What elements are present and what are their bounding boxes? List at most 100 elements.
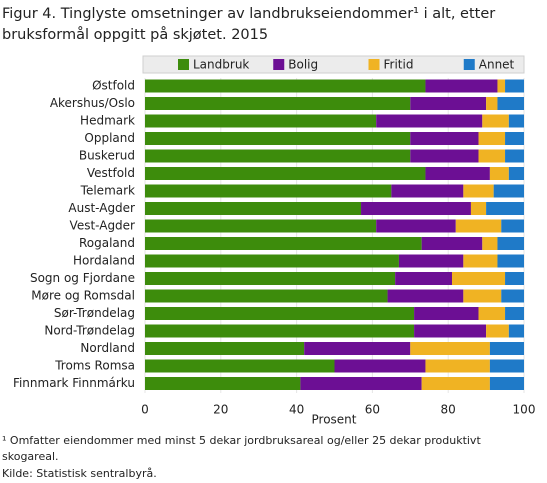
bar-segment	[410, 97, 487, 110]
bar-segment	[334, 359, 426, 373]
bar-segment	[482, 237, 498, 250]
bar-segment	[493, 184, 524, 198]
y-tick-label: Hedmark	[80, 114, 135, 128]
bar-segment	[455, 219, 502, 233]
bar-segment	[425, 79, 498, 93]
bar-segment	[145, 324, 415, 338]
x-tick-label: 20	[213, 403, 228, 417]
bar-segment	[489, 167, 509, 180]
y-tick-label: Buskerud	[79, 149, 135, 163]
bar-segment	[410, 132, 479, 145]
legend-label: Bolig	[288, 58, 318, 72]
footnote: skogareal.	[2, 450, 59, 463]
legend-box	[142, 55, 525, 74]
bar-segment	[478, 149, 506, 163]
bar-segment	[497, 79, 506, 93]
bar-segment	[470, 202, 487, 215]
bar-segment	[145, 359, 335, 373]
bar-segment	[387, 289, 464, 303]
y-tick-label: Oppland	[84, 131, 135, 145]
bar-segment	[482, 114, 509, 128]
y-tick-label: Vestfold	[87, 166, 135, 180]
bar-segment	[497, 237, 524, 250]
bar-segment	[145, 202, 362, 215]
bar-segment	[501, 289, 524, 303]
bar-segment	[478, 132, 506, 145]
bar-segment	[508, 167, 524, 180]
bar-segment	[145, 289, 388, 303]
y-tick-label: Vest-Agder	[70, 219, 136, 233]
bar-segment	[145, 167, 426, 180]
bar-segment	[505, 307, 524, 320]
y-tick-label: Sogn og Fjordane	[30, 271, 135, 285]
x-tick-label: 60	[365, 403, 380, 417]
bar-segment	[497, 254, 524, 268]
bar-segment	[145, 254, 399, 268]
bar-segment	[145, 184, 392, 198]
bar-segment	[145, 114, 377, 128]
legend-label: Landbruk	[193, 58, 249, 72]
bar-segment	[410, 149, 479, 163]
y-tick-label: Nord-Trøndelag	[44, 324, 135, 338]
y-tick-label: Akershus/Oslo	[50, 96, 135, 110]
bar-segment	[489, 342, 524, 355]
y-tick-label: Sør-Trøndelag	[54, 306, 135, 320]
bar-segment	[508, 324, 524, 338]
y-tick-label: Aust-Agder	[68, 201, 135, 215]
bar-segment	[463, 184, 494, 198]
bar-segment	[410, 342, 490, 355]
x-axis-label: Prosent	[312, 413, 357, 427]
bar-segment	[508, 114, 524, 128]
bar-segment	[376, 114, 483, 128]
bar-segment	[145, 377, 301, 390]
footnote: ¹ Omfatter eiendommer med minst 5 dekar …	[2, 434, 481, 447]
x-tick-label: 80	[441, 403, 456, 417]
bar-segment	[145, 237, 422, 250]
legend-swatch	[368, 59, 380, 70]
bar-segment	[421, 237, 483, 250]
y-tick-label: Finnmark Finnmárku	[13, 376, 135, 390]
y-tick-label: Østfold	[92, 79, 135, 93]
legend-swatch	[273, 59, 285, 70]
y-tick-label: Telemark	[80, 184, 135, 198]
bar-segment	[486, 97, 498, 110]
bar-segment	[478, 307, 506, 320]
bar-segment	[451, 272, 506, 285]
bar-segment	[421, 377, 490, 390]
x-tick-label: 100	[513, 403, 536, 417]
bar-segment	[489, 377, 524, 390]
bar-segment	[391, 184, 464, 198]
bar-segment	[505, 132, 524, 145]
bar-segment	[486, 324, 509, 338]
legend-swatch	[178, 59, 189, 70]
x-tick-label: 40	[289, 403, 304, 417]
y-tick-label: Nordland	[80, 341, 135, 355]
y-tick-label: Troms Romsa	[54, 359, 135, 373]
bar-segment	[501, 219, 524, 233]
legend-swatch	[463, 59, 475, 70]
y-tick-label: Møre og Romsdal	[31, 289, 135, 303]
legend-label: Annet	[479, 58, 515, 72]
y-tick-label: Hordaland	[73, 254, 135, 268]
bar-segment	[463, 254, 498, 268]
bar-segment	[145, 97, 411, 110]
bar-segment	[145, 307, 415, 320]
bar-segment	[145, 342, 305, 355]
bar-segment	[505, 272, 524, 285]
footnote: Kilde: Statistisk sentralbyrå.	[2, 467, 157, 480]
bar-segment	[145, 79, 426, 93]
bar-segment	[398, 254, 464, 268]
bar-segment	[304, 342, 411, 355]
bar-segment	[145, 132, 411, 145]
bar-segment	[300, 377, 422, 390]
bar-segment	[463, 289, 502, 303]
bar-segment	[505, 149, 524, 163]
bar-segment	[505, 79, 524, 93]
bar-segment	[489, 359, 524, 373]
bar-segment	[145, 219, 377, 233]
bar-segment	[414, 324, 487, 338]
x-tick-label: 0	[141, 403, 149, 417]
bar-segment	[145, 272, 396, 285]
